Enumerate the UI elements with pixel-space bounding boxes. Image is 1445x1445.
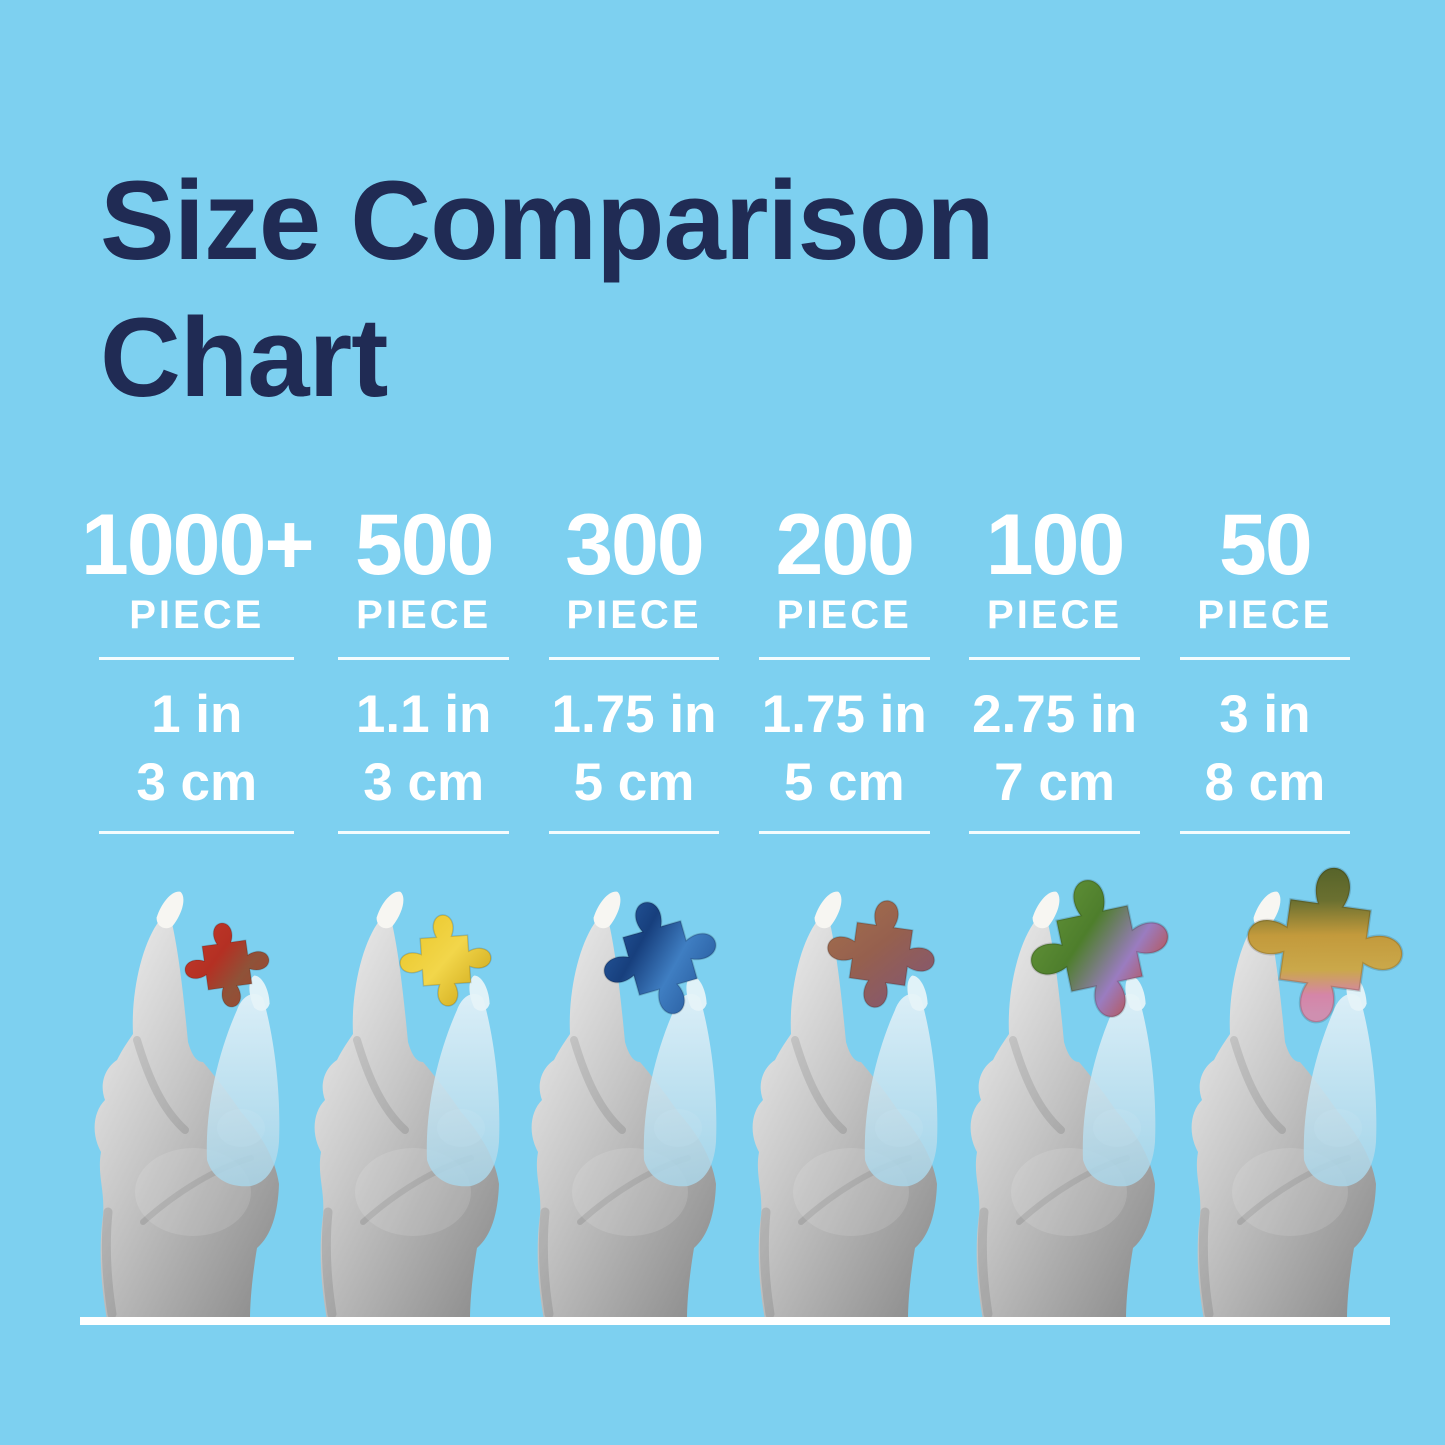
piece-label: PIECE (776, 592, 912, 637)
piece-count: 200 (775, 497, 916, 593)
size-inches: 1 in (151, 684, 243, 744)
size-cm: 8 cm (1204, 753, 1326, 813)
column-50-piece: 50 PIECE 3 in 8 cm (1160, 497, 1370, 834)
piece-label: PIECE (129, 592, 265, 637)
title-line-1: Size Comparison (100, 158, 995, 284)
piece-count: 50 (1219, 497, 1313, 593)
column-500-piece: 500 PIECE 1.1 in 3 cm (319, 497, 529, 834)
divider-line (338, 830, 509, 834)
size-inches: 1.75 in (761, 684, 927, 744)
size-inches: 3 in (1219, 684, 1311, 744)
size-cm: 3 cm (363, 753, 485, 813)
baseline-rule (80, 1317, 1390, 1325)
piece-label: PIECE (1197, 592, 1333, 637)
divider-line (99, 830, 295, 834)
piece-count: 100 (985, 497, 1126, 593)
column-1000-piece: 1000+ PIECE 1 in 3 cm (75, 497, 319, 834)
puzzle-piece-1000 (178, 916, 276, 1014)
piece-count: 500 (354, 497, 495, 593)
divider-line (99, 656, 295, 660)
title-line-2: Chart (100, 294, 388, 420)
piece-label: PIECE (566, 592, 702, 637)
divider-line (969, 830, 1140, 834)
divider-line (759, 830, 930, 834)
column-100-piece: 100 PIECE 2.75 in 7 cm (949, 497, 1159, 834)
size-inches: 1.1 in (355, 684, 492, 744)
size-cm: 3 cm (136, 753, 258, 813)
piece-count: 1000+ (81, 497, 315, 593)
divider-line (759, 656, 930, 660)
puzzle-piece-50 (1235, 855, 1415, 1035)
hand-50-piece (1142, 855, 1415, 1320)
divider-line (338, 656, 509, 660)
piece-count: 300 (565, 497, 705, 593)
size-cm: 5 cm (573, 753, 695, 813)
divider-line (548, 656, 720, 660)
column-200-piece: 200 PIECE 1.75 in 5 cm (739, 497, 949, 834)
size-inches: 2.75 in (972, 684, 1138, 744)
divider-line (1179, 830, 1351, 834)
divider-line (1179, 656, 1351, 660)
column-300-piece: 300 PIECE 1.75 in 5 cm (529, 497, 739, 834)
divider-line (548, 830, 720, 834)
size-cm: 7 cm (994, 753, 1115, 813)
piece-label: PIECE (356, 592, 492, 637)
size-cm: 5 cm (783, 753, 905, 813)
divider-line (969, 656, 1140, 660)
size-inches: 1.75 in (551, 684, 717, 744)
puzzle-piece-500 (396, 911, 495, 1010)
size-columns: 1000+ PIECE 1 in 3 cm 500 PIECE 1.1 in 3… (75, 497, 1370, 834)
piece-label: PIECE (987, 592, 1123, 637)
page-title: Size Comparison Chart (100, 153, 1250, 426)
